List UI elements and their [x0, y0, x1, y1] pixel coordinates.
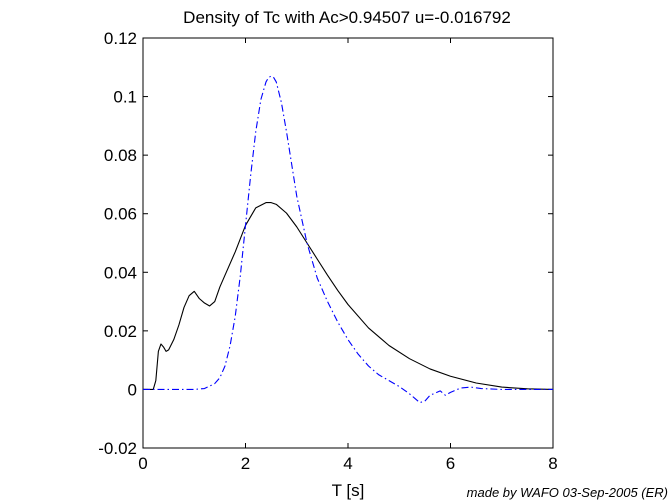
- chart-title: Density of Tc with Ac>0.94507 u=-0.01679…: [183, 8, 511, 27]
- y-tick-label: 0: [128, 380, 137, 399]
- x-tick-label: 8: [548, 454, 557, 473]
- y-tick-label: -0.02: [98, 439, 137, 458]
- x-tick-label: 2: [241, 454, 250, 473]
- y-tick-label: 0.08: [104, 146, 137, 165]
- y-tick-label: 0.04: [104, 263, 137, 282]
- y-tick-label: 0.1: [113, 88, 137, 107]
- x-tick-label: 0: [138, 454, 147, 473]
- series-line-2: [143, 75, 553, 404]
- x-tick-label: 4: [343, 454, 352, 473]
- x-axis-ticks: 0 2 4 6 8: [138, 38, 558, 473]
- plot-area: [142, 37, 554, 449]
- x-axis-label: T [s]: [332, 481, 365, 500]
- y-tick-label: 0.02: [104, 322, 137, 341]
- y-axis-ticks: -0.02 0 0.02 0.04 0.06 0.08 0.1 0.12: [98, 29, 553, 458]
- series-layer: [143, 75, 554, 404]
- x-tick-label: 6: [446, 454, 455, 473]
- credit-text: made by WAFO 03-Sep-2005 (ER): [466, 485, 668, 500]
- y-tick-label: 0.12: [104, 29, 137, 48]
- y-tick-label: 0.06: [104, 205, 137, 224]
